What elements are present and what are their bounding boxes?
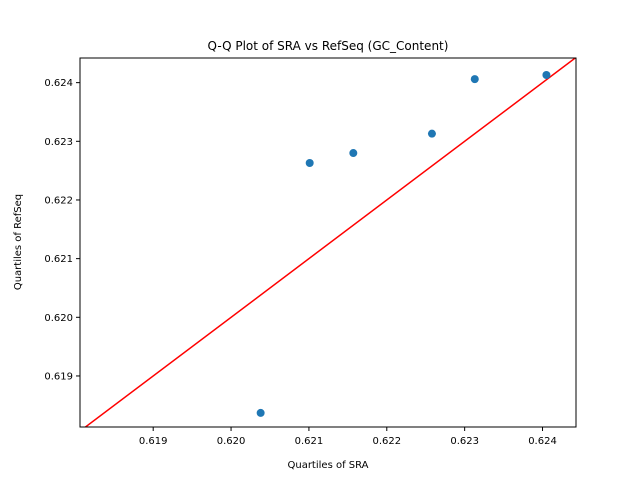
x-axis-ticks: 0.619 0.620 0.621 0.622 0.623 0.624 [139, 427, 557, 447]
plot-clip-group [84, 58, 576, 427]
y-tick-label: 0.624 [44, 78, 73, 89]
chart-title: Q-Q Plot of SRA vs RefSeq (GC_Content) [208, 39, 449, 53]
data-point-6 [542, 71, 551, 80]
data-point-5 [470, 75, 479, 84]
data-point-3 [349, 149, 358, 158]
x-tick-label: 0.624 [528, 436, 557, 447]
plot-area [84, 58, 576, 427]
x-tick-label: 0.622 [372, 436, 401, 447]
x-axis-label: Quartiles of SRA [287, 460, 368, 471]
y-tick-label: 0.623 [44, 137, 73, 148]
data-point-2 [305, 159, 314, 168]
x-tick-label: 0.620 [217, 436, 246, 447]
y-tick-label: 0.619 [44, 371, 73, 382]
x-tick-label: 0.619 [139, 436, 168, 447]
y-axis-ticks: 0.619 0.620 0.621 0.622 0.623 0.624 [44, 78, 80, 382]
x-tick-label: 0.623 [450, 436, 479, 447]
y-tick-label: 0.620 [44, 313, 73, 324]
reference-line [84, 58, 576, 427]
plot-frame [79, 57, 577, 428]
y-tick-label: 0.622 [44, 195, 73, 206]
data-point-4 [427, 129, 436, 138]
y-axis-label: Quartiles of RefSeq [13, 194, 24, 290]
data-point-1 [256, 408, 265, 417]
y-tick-label: 0.621 [44, 254, 73, 265]
x-tick-label: 0.621 [295, 436, 324, 447]
